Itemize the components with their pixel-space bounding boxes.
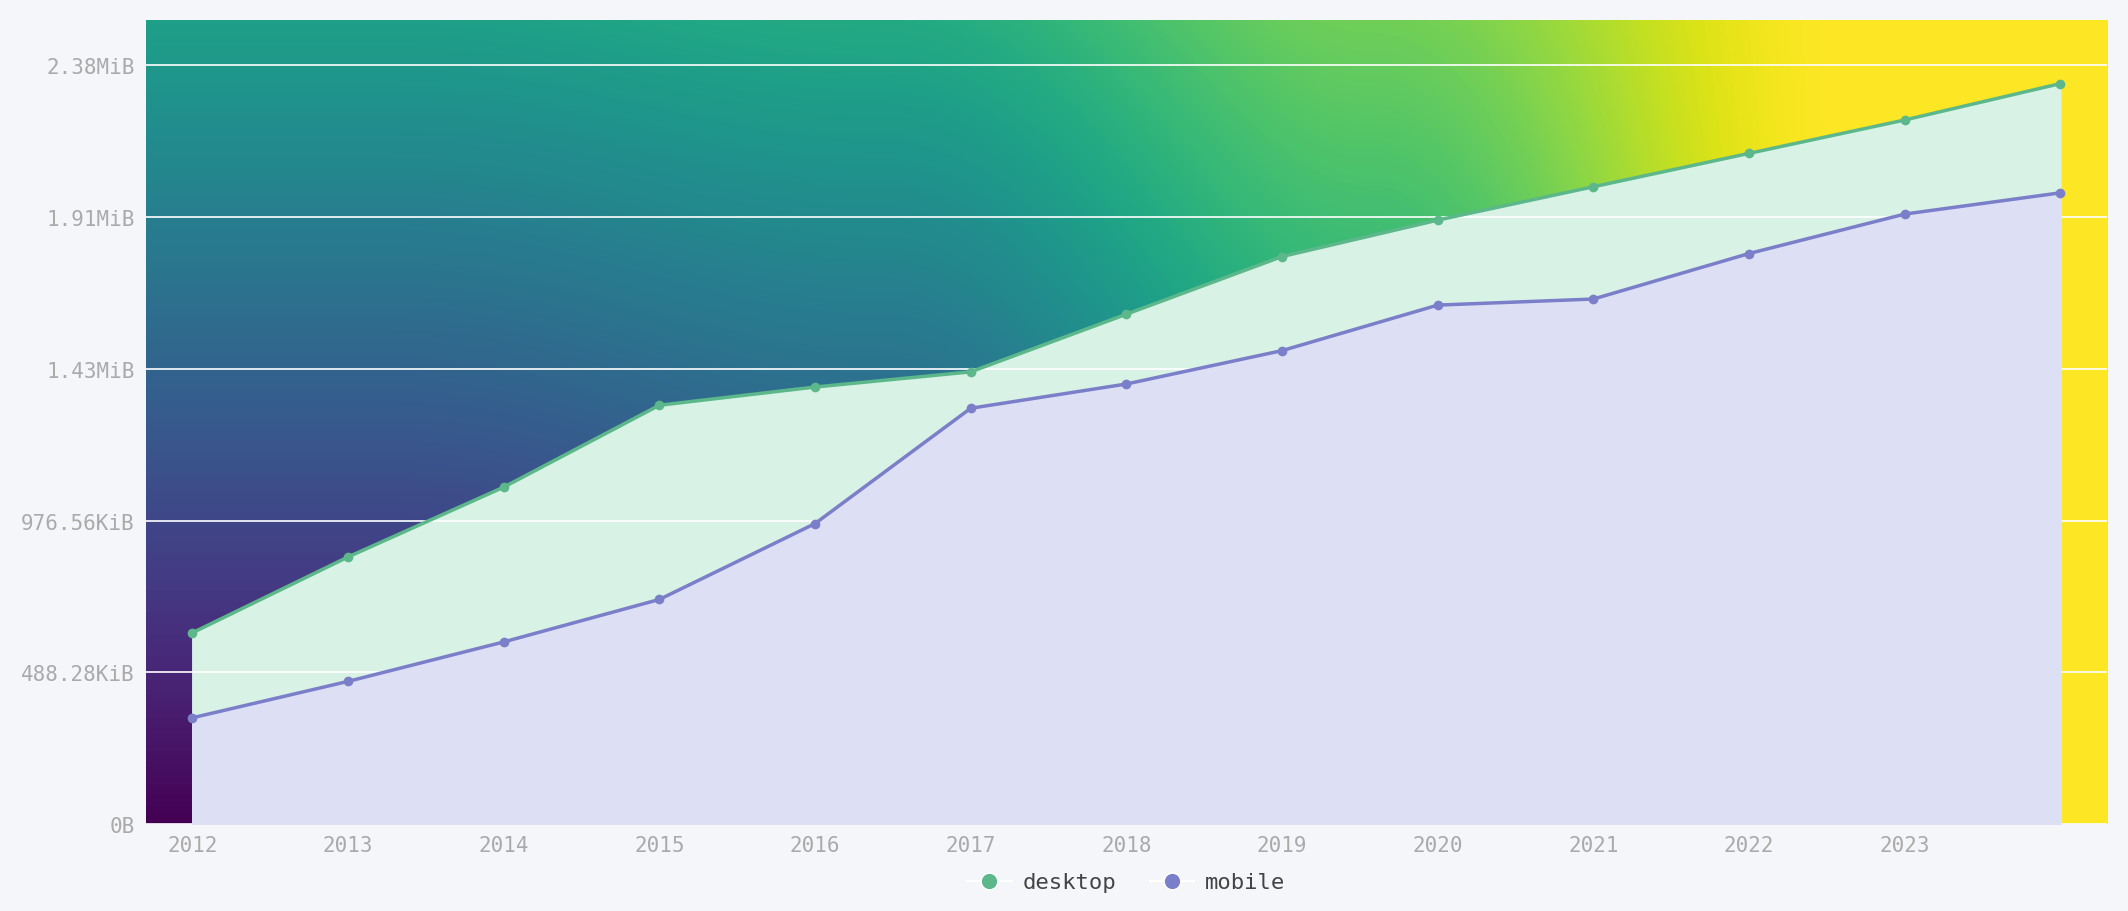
Legend: desktop, mobile: desktop, mobile xyxy=(958,864,1294,901)
